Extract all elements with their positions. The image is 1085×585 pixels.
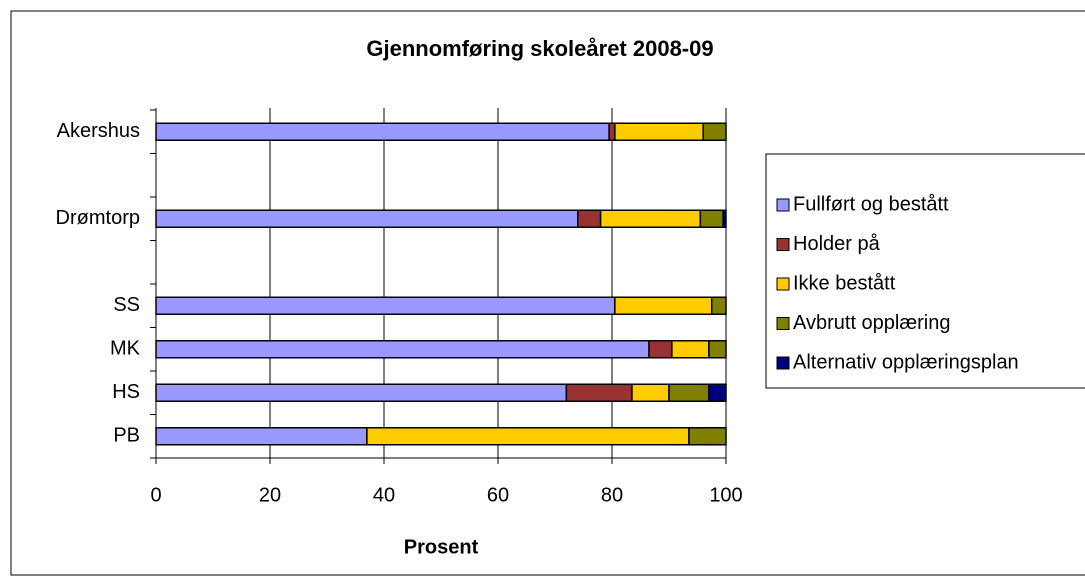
- x-tick-label: 60: [487, 484, 509, 506]
- bar-segment: [599, 209, 702, 228]
- y-tick-label: PB: [113, 425, 140, 447]
- x-tick-label: 80: [601, 484, 623, 506]
- bar-segment: [711, 296, 727, 315]
- bar-segment: [155, 427, 368, 446]
- bar-segment: [614, 296, 713, 315]
- bar-segment: [608, 122, 616, 141]
- y-tick-label: Akershus: [57, 120, 140, 142]
- y-tick-label: SS: [113, 294, 140, 316]
- legend-label: Alternativ opplæringsplan: [793, 351, 1019, 373]
- x-tick-label: 40: [373, 484, 395, 506]
- bar-segment: [155, 340, 650, 359]
- x-tick-label: 20: [259, 484, 281, 506]
- bar-segment: [155, 296, 616, 315]
- bar-segment: [155, 209, 579, 228]
- bar-segment: [708, 340, 727, 359]
- bar-segment: [648, 340, 673, 359]
- x-axis-label: Prosent: [404, 536, 479, 558]
- legend-swatch: [776, 356, 790, 370]
- bar-segment: [708, 383, 727, 402]
- x-tick-label: 100: [709, 484, 742, 506]
- x-tick-label: 0: [150, 484, 161, 506]
- legend-label: Holder på: [793, 233, 881, 255]
- bar-segment: [155, 383, 568, 402]
- legend-swatch: [776, 317, 790, 330]
- bar-segment: [565, 383, 633, 402]
- legend-label: Avbrutt opplæring: [793, 312, 951, 334]
- bar-segment: [366, 427, 690, 446]
- legend-swatch: [776, 198, 790, 212]
- bar-segment: [155, 122, 610, 141]
- legend-swatch: [776, 238, 790, 251]
- bar-segment: [722, 209, 727, 228]
- bar-segment: [577, 209, 602, 228]
- y-tick-label: MK: [110, 338, 141, 360]
- bar-segment: [688, 427, 727, 446]
- bar-segment: [671, 340, 710, 359]
- chart-title: Gjennomføring skoleåret 2008-09: [366, 36, 713, 61]
- y-tick-label: Drømtorp: [56, 207, 140, 229]
- bar-segment: [702, 122, 727, 141]
- bar-segment: [631, 383, 670, 402]
- bar-segment: [614, 122, 704, 141]
- legend-box: [765, 153, 1085, 389]
- bar-segment: [668, 383, 710, 402]
- legend-label: Ikke bestått: [793, 272, 896, 294]
- bar-segment: [699, 209, 724, 228]
- y-tick-label: HS: [112, 381, 140, 403]
- legend-swatch: [776, 277, 790, 291]
- legend-label: Fullført og bestått: [793, 193, 949, 215]
